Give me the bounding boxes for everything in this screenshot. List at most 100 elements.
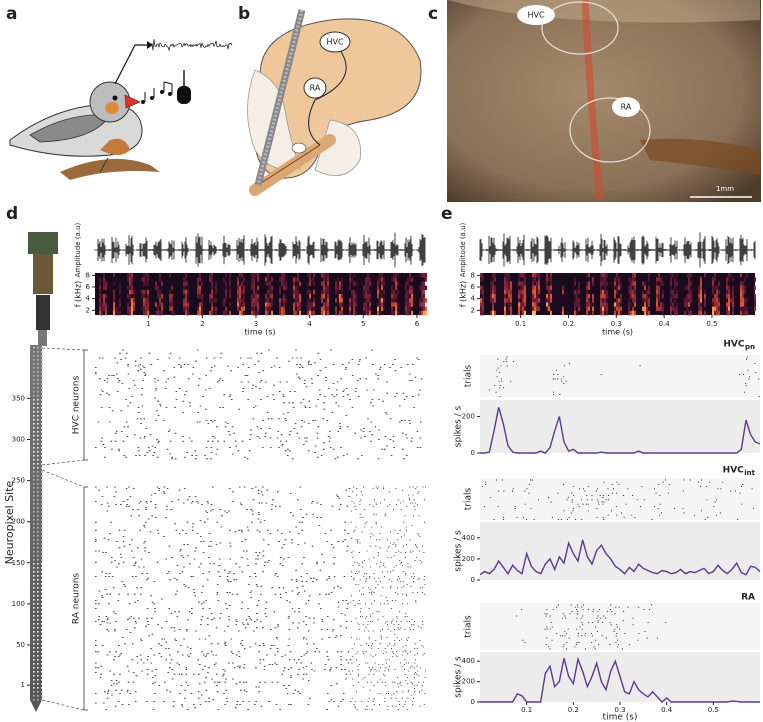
spectrogram-cell: [187, 289, 189, 295]
spectrogram-cell: [309, 273, 311, 278]
spectrogram-cell: [145, 306, 147, 312]
spectrogram-cell: [574, 277, 576, 282]
spectrogram-cell: [642, 306, 644, 312]
spectrogram-cell: [684, 285, 686, 291]
spectrogram-cell: [293, 306, 295, 312]
probe-site: [41, 379, 43, 381]
probe-site: [33, 547, 35, 549]
spectrogram-cell: [131, 281, 133, 286]
spectrogram-cell: [648, 285, 650, 291]
group-label: HVC neurons: [72, 375, 82, 434]
spectrogram-cell: [257, 294, 259, 299]
probe-site: [37, 655, 39, 657]
spectrogram-cell: [363, 306, 365, 312]
spectrogram-cell: [265, 302, 267, 307]
spectrogram-cell: [237, 277, 239, 282]
spectrogram-cell: [103, 281, 105, 286]
spectrogram-cell: [506, 273, 508, 278]
x-tick-label: 1: [146, 320, 150, 328]
spectrogram-cell: [508, 281, 510, 286]
spectrogram-cell: [307, 273, 309, 278]
probe-site: [33, 631, 35, 633]
spectrogram-cell: [367, 273, 369, 278]
spectrogram-cell: [614, 289, 616, 295]
spectrogram-cell: [604, 285, 606, 291]
spectrogram-cell: [630, 310, 632, 316]
probe-site: [41, 559, 43, 561]
spectrogram-cell: [279, 277, 281, 282]
spectrogram-cell: [279, 298, 281, 303]
spectrogram-cell: [157, 306, 159, 312]
spectrogram-cell: [327, 285, 329, 291]
probe-site: [41, 383, 43, 385]
spectrogram-cell: [155, 302, 157, 307]
spectrogram-cell: [421, 298, 423, 303]
spectrogram-cell: [506, 298, 508, 303]
spectrogram-cell: [309, 298, 311, 303]
spectrogram-cell: [113, 298, 115, 303]
spectrogram-cell: [482, 277, 484, 282]
spectrogram-cell: [395, 273, 397, 278]
spectrogram-cell: [131, 273, 133, 278]
spectrogram-cell: [283, 281, 285, 286]
spectrogram-cell: [510, 298, 512, 303]
spectrogram-cell: [588, 298, 590, 303]
spectrogram-cell: [283, 277, 285, 282]
probe-site: [33, 363, 35, 365]
spectrogram-cell: [409, 273, 411, 278]
spectrogram-cell: [648, 289, 650, 295]
spectrogram-cell: [147, 306, 149, 312]
spectrogram-cell: [425, 306, 427, 312]
spectrogram-cell: [532, 298, 534, 303]
spectrogram-cell: [297, 298, 299, 303]
spectrogram-cell: [411, 298, 413, 303]
probe-site: [33, 503, 35, 505]
spectrogram-cell: [712, 302, 714, 307]
spectrogram-cell: [586, 294, 588, 299]
y-axis-label: spikes / s: [454, 530, 464, 572]
spectrogram-cell: [588, 281, 590, 286]
spectrogram-cell: [602, 281, 604, 286]
spectrogram-cell: [159, 277, 161, 282]
spectrogram-cell: [520, 281, 522, 286]
spectrogram-cell: [171, 306, 173, 312]
spectrogram-cell: [662, 289, 664, 295]
probe-site: [33, 471, 35, 473]
spectrogram-cell: [225, 281, 227, 286]
spectrogram-cell: [538, 277, 540, 282]
spectrogram-cell: [620, 310, 622, 316]
region-label: RA: [310, 84, 321, 93]
spectrogram-cell: [600, 310, 602, 316]
spectrogram-cell: [237, 289, 239, 295]
spectrogram-cell: [313, 310, 315, 316]
spectrogram-cell: [546, 298, 548, 303]
spectrogram-cell: [600, 277, 602, 282]
probe-site: [37, 659, 39, 661]
spectrogram-cell: [574, 289, 576, 295]
x-tick-label: 0.2: [568, 706, 579, 714]
spectrogram-cell: [411, 310, 413, 316]
probe-site: [33, 559, 35, 561]
spectrogram-cell: [381, 285, 383, 291]
spectrogram-cell: [143, 281, 145, 286]
spectrogram-cell: [223, 310, 225, 316]
spectrogram-cell: [257, 306, 259, 312]
region-label: HVC: [527, 11, 544, 20]
spectrogram-cell: [409, 302, 411, 307]
spectrogram-cell: [676, 306, 678, 312]
spectrogram-cell: [688, 302, 690, 307]
raster-bg: [480, 603, 760, 650]
spectrogram-cell: [293, 302, 295, 307]
probe-site: [37, 671, 39, 673]
y-axis-label: Neuropixel Site: [3, 480, 16, 564]
spectrogram-cell: [327, 298, 329, 303]
spectrogram-cell: [255, 273, 257, 278]
probe-site: [33, 551, 35, 553]
spectrogram-cell: [536, 302, 538, 307]
spectrogram-cell: [574, 298, 576, 303]
spectrogram-cell: [351, 294, 353, 299]
spectrogram-cell: [161, 294, 163, 299]
spectrogram-cell: [676, 273, 678, 278]
x-tick-label: 0.1: [521, 706, 532, 714]
spectrogram-cell: [714, 285, 716, 291]
